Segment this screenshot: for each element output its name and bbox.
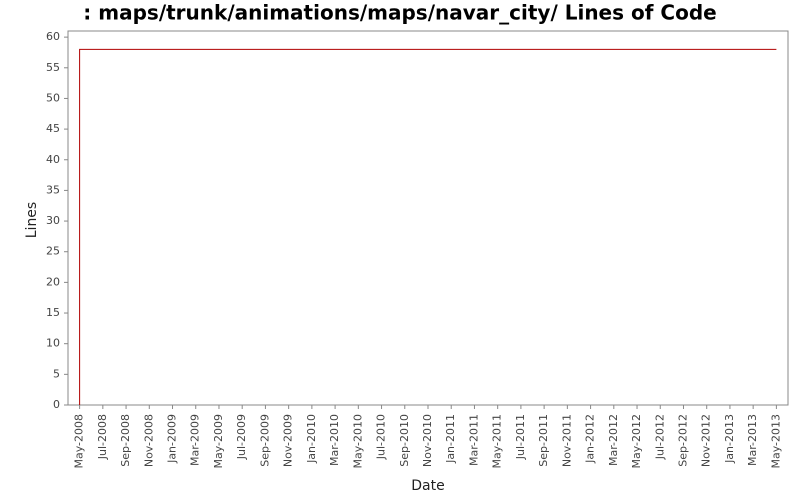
y-tick-label: 30 xyxy=(46,214,60,227)
y-tick-label: 20 xyxy=(46,275,60,288)
x-tick-label: Nov-2009 xyxy=(282,414,295,467)
x-tick-label: Jan-2013 xyxy=(723,414,736,464)
x-tick-label: Sep-2012 xyxy=(676,414,689,467)
y-tick-label: 0 xyxy=(53,398,60,411)
x-tick-label: Jan-2011 xyxy=(444,414,457,464)
x-tick-label: Nov-2012 xyxy=(700,414,713,467)
x-tick-label: Jul-2011 xyxy=(514,414,527,460)
x-tick-label: Sep-2010 xyxy=(398,414,411,467)
x-tick-label: Nov-2008 xyxy=(142,414,155,467)
x-tick-label: Sep-2011 xyxy=(537,414,550,467)
x-tick-label: Mar-2011 xyxy=(467,414,480,466)
y-tick-label: 5 xyxy=(53,367,60,380)
x-tick-label: Jan-2012 xyxy=(584,414,597,464)
y-tick-label: 15 xyxy=(46,306,60,319)
x-tick-label: Jul-2010 xyxy=(375,414,388,460)
y-tick-label: 50 xyxy=(46,91,60,104)
y-tick-label: 25 xyxy=(46,245,60,258)
x-tick-label: May-2009 xyxy=(212,414,225,469)
x-tick-label: Nov-2010 xyxy=(421,414,434,467)
x-tick-label: May-2011 xyxy=(491,414,504,469)
x-tick-label: Sep-2008 xyxy=(119,414,132,467)
y-tick-label: 55 xyxy=(46,61,60,74)
x-tick-label: May-2008 xyxy=(73,414,86,469)
x-tick-label: Sep-2009 xyxy=(258,414,271,467)
x-tick-label: May-2013 xyxy=(769,414,782,469)
x-tick-label: Nov-2011 xyxy=(560,414,573,467)
y-tick-label: 10 xyxy=(46,337,60,350)
plot-area xyxy=(67,30,789,406)
x-tick-label: Mar-2010 xyxy=(328,414,341,466)
x-tick-label: Mar-2009 xyxy=(189,414,202,466)
x-tick-label: Jul-2008 xyxy=(96,414,109,460)
x-tick-label: May-2012 xyxy=(630,414,643,469)
x-tick-label: Jan-2009 xyxy=(166,414,179,464)
y-tick-label: 60 xyxy=(46,30,60,43)
x-tick-label: Jan-2010 xyxy=(305,414,318,464)
x-tick-label: Jul-2009 xyxy=(235,414,248,460)
x-tick-label: Jul-2012 xyxy=(653,414,666,460)
y-tick-label: 45 xyxy=(46,122,60,135)
x-tick-label: Mar-2013 xyxy=(746,414,759,466)
chart-title: : maps/trunk/animations/maps/navar_city/… xyxy=(83,1,716,25)
x-tick-label: Mar-2012 xyxy=(607,414,620,466)
y-tick-label: 35 xyxy=(46,183,60,196)
y-axis-label: Lines xyxy=(24,202,40,238)
x-axis-label: Date xyxy=(411,478,444,494)
data-line xyxy=(79,48,777,405)
x-tick-label: May-2010 xyxy=(351,414,364,469)
y-tick-label: 40 xyxy=(46,153,60,166)
